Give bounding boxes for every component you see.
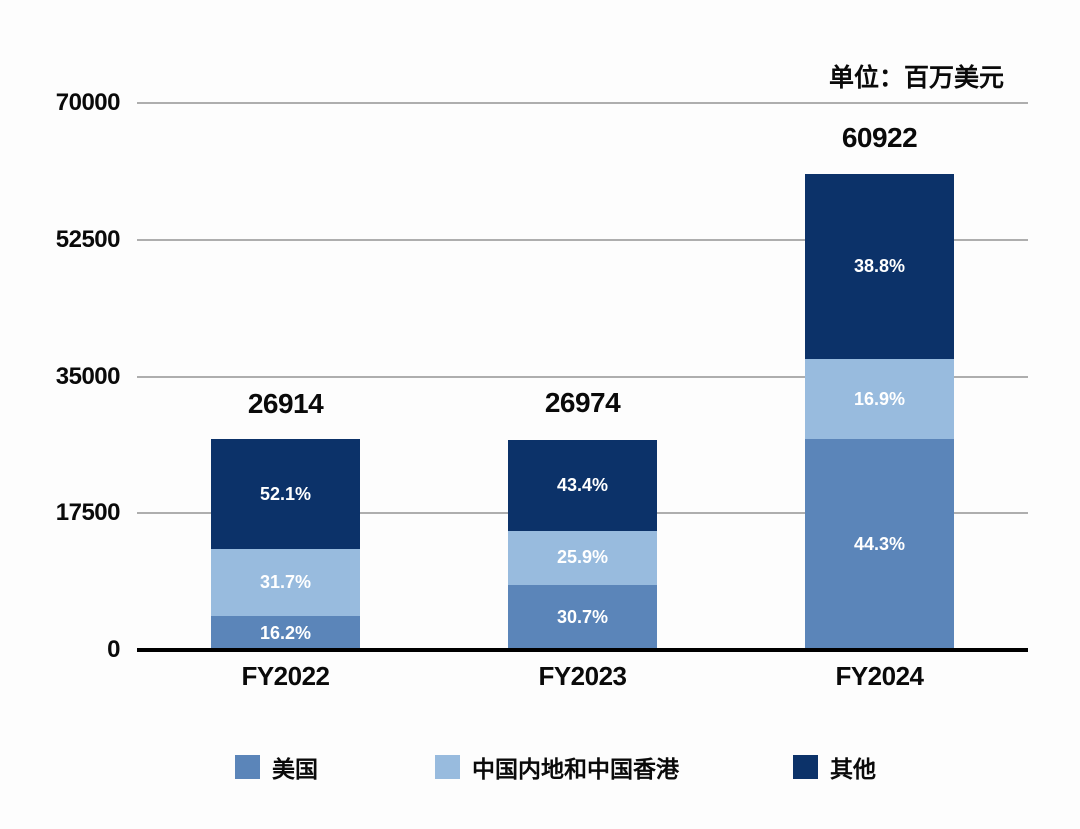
bar-segment-FY2024-其他: 38.8% bbox=[805, 174, 954, 359]
bar-total-label-FY2022: 26914 bbox=[247, 388, 324, 419]
y-tick-label-70000: 70000 bbox=[55, 89, 121, 116]
legend-item-美国: 美国 bbox=[235, 750, 318, 784]
y-tick-label-17500: 17500 bbox=[55, 499, 121, 526]
bar-segment-FY2023-美国: 30.7% bbox=[508, 585, 657, 650]
legend-item-中国内地和中国香港: 中国内地和中国香港 bbox=[435, 750, 679, 784]
segment-percent-label: 31.7% bbox=[259, 572, 312, 592]
y-tick-label-52500: 52500 bbox=[55, 226, 121, 253]
legend-item-其他: 其他 bbox=[793, 750, 876, 784]
bar-total-label-FY2024: 60922 bbox=[841, 122, 918, 153]
segment-percent-label: 30.7% bbox=[556, 607, 609, 627]
legend-swatch-icon bbox=[435, 755, 460, 779]
x-axis-label-FY2024: FY2024 bbox=[835, 661, 924, 691]
segment-percent-label: 43.4% bbox=[556, 475, 609, 495]
bar-segment-FY2023-中国内地和中国香港: 25.9% bbox=[508, 530, 657, 585]
y-tick-label-35000: 35000 bbox=[55, 363, 121, 390]
unit-label: 单位：百万美元 bbox=[828, 64, 1004, 92]
x-axis-label-FY2022: FY2022 bbox=[241, 661, 330, 691]
segment-percent-label: 25.9% bbox=[556, 547, 609, 567]
gridline-52500 bbox=[137, 239, 1028, 241]
bar-segment-FY2024-中国内地和中国香港: 16.9% bbox=[805, 359, 954, 439]
bar-total-label-FY2023: 26974 bbox=[544, 387, 621, 418]
legend-swatch-icon bbox=[235, 755, 260, 779]
segment-percent-label: 16.9% bbox=[853, 389, 906, 409]
legend-label: 其他 bbox=[830, 756, 876, 782]
segment-percent-label: 44.3% bbox=[853, 534, 906, 554]
segment-percent-label: 38.8% bbox=[853, 256, 906, 276]
bar-segment-FY2023-其他: 43.4% bbox=[508, 440, 657, 531]
x-axis-label-FY2023: FY2023 bbox=[538, 661, 627, 691]
legend-swatch-icon bbox=[793, 755, 818, 779]
bar-segment-FY2022-美国: 16.2% bbox=[211, 616, 360, 650]
bar-segment-FY2024-美国: 44.3% bbox=[805, 439, 954, 650]
legend-label: 中国内地和中国香港 bbox=[472, 756, 679, 782]
bar-segment-FY2022-中国内地和中国香港: 31.7% bbox=[211, 549, 360, 616]
legend-label: 美国 bbox=[272, 756, 318, 782]
legend: 美国 中国内地和中国香港 其他 bbox=[0, 748, 1080, 788]
gridline-70000 bbox=[137, 102, 1028, 104]
x-axis-line bbox=[137, 648, 1028, 652]
gridline-35000 bbox=[137, 376, 1028, 378]
segment-percent-label: 52.1% bbox=[259, 484, 312, 504]
y-tick-label-0: 0 bbox=[107, 636, 120, 663]
bar-segment-FY2022-其他: 52.1% bbox=[211, 439, 360, 549]
segment-percent-label: 16.2% bbox=[259, 623, 312, 643]
